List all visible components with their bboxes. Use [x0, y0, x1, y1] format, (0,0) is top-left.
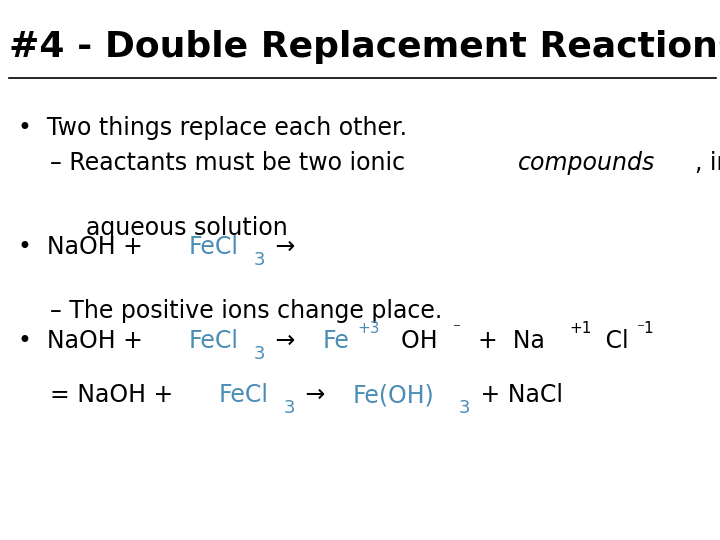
Text: •  NaOH +: • NaOH + [18, 235, 150, 259]
Text: FeCl: FeCl [219, 383, 269, 407]
Text: , in: , in [696, 151, 720, 175]
Text: + NaCl: + NaCl [473, 383, 563, 407]
Text: •  NaOH +: • NaOH + [18, 329, 150, 353]
Text: FeCl: FeCl [189, 235, 239, 259]
Text: = NaOH +: = NaOH + [50, 383, 181, 407]
Text: FeCl: FeCl [189, 329, 239, 353]
Text: OH: OH [387, 329, 438, 353]
Text: aqueous solution: aqueous solution [86, 216, 288, 240]
Text: ⁻1: ⁻1 [637, 321, 655, 336]
Text: 3: 3 [253, 251, 265, 268]
Text: →: → [268, 329, 310, 353]
Text: +1: +1 [569, 321, 591, 336]
Text: – The positive ions change place.: – The positive ions change place. [50, 299, 443, 322]
Text: +  Na: + Na [464, 329, 545, 353]
Text: 3: 3 [253, 345, 265, 363]
Text: Cl: Cl [598, 329, 629, 353]
Text: ⁻: ⁻ [453, 321, 461, 336]
Text: Fe(OH): Fe(OH) [353, 383, 435, 407]
Text: +3: +3 [357, 321, 380, 336]
Text: →: → [268, 235, 295, 259]
Text: 3: 3 [459, 399, 470, 417]
Text: – Reactants must be two ionic: – Reactants must be two ionic [50, 151, 413, 175]
Text: •  Two things replace each other.: • Two things replace each other. [18, 116, 407, 140]
Text: compounds: compounds [518, 151, 655, 175]
Text: →: → [299, 383, 341, 407]
Text: Fe: Fe [323, 329, 349, 353]
Text: 3: 3 [284, 399, 295, 417]
Text: #4 - Double Replacement Reactions: #4 - Double Replacement Reactions [9, 30, 720, 64]
